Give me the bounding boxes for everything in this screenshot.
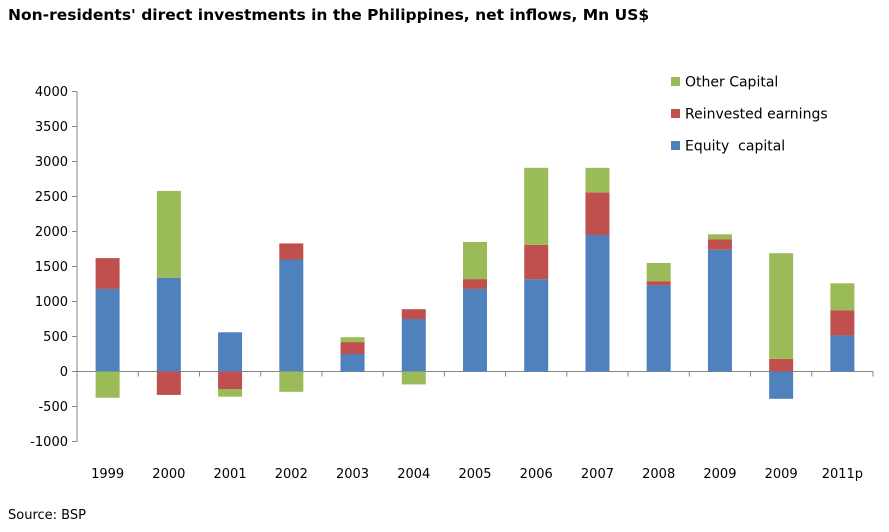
y-tick-label: 1000 (35, 295, 68, 310)
bar-other-capital (769, 253, 794, 359)
bar-equity-capital (585, 235, 610, 372)
y-tick-label: 3000 (35, 155, 68, 170)
bar-reinvested-earnings (95, 258, 120, 289)
bar-other-capital (646, 263, 671, 282)
legend-label: Other Capital (685, 75, 778, 91)
bar-equity-capital (218, 332, 243, 372)
bar-equity-capital (95, 288, 120, 372)
bar-other-capital (463, 242, 487, 280)
y-tick-label: -500 (38, 400, 68, 415)
bar-other-capital (707, 234, 732, 240)
bar-reinvested-earnings (463, 279, 487, 289)
source-note: Source: BSP (8, 508, 86, 523)
bar-other-capital (95, 371, 120, 398)
bar-other-capital (156, 190, 181, 278)
bar-equity-capital (279, 259, 304, 372)
x-tick-label: 2005 (458, 467, 491, 482)
bar-reinvested-earnings (279, 243, 304, 260)
legend-swatch (671, 77, 680, 86)
bar-equity-capital (769, 371, 794, 399)
bar-reinvested-earnings (401, 309, 426, 319)
y-tick-label: -1000 (30, 435, 68, 450)
x-tick-label: 2003 (336, 467, 369, 482)
bar-other-capital (218, 389, 243, 397)
x-tick-label: 2000 (152, 467, 185, 482)
bar-reinvested-earnings (830, 310, 855, 336)
bar-reinvested-earnings (769, 358, 794, 372)
y-tick-label: 2000 (35, 225, 68, 240)
bar-other-capital (830, 283, 855, 311)
x-tick-label: 1999 (91, 467, 124, 482)
x-tick-label: 2009 (703, 467, 736, 482)
x-tick-label: 2008 (642, 467, 675, 482)
bar-equity-capital (707, 249, 732, 372)
x-tick-label: 2004 (397, 467, 430, 482)
bar-equity-capital (156, 277, 181, 372)
bar-other-capital (401, 371, 426, 385)
x-tick-label: 2011p (822, 467, 863, 482)
x-tick-label: 2001 (214, 467, 247, 482)
y-tick-label: 4000 (35, 85, 68, 100)
bar-equity-capital (463, 288, 487, 372)
bar-other-capital (279, 371, 304, 392)
bar-reinvested-earnings (646, 281, 671, 286)
bar-equity-capital (340, 354, 365, 372)
bar-reinvested-earnings (218, 371, 243, 389)
y-tick-label: 1500 (35, 260, 68, 275)
x-tick-label: 2009 (765, 467, 798, 482)
x-tick-label: 2002 (275, 467, 308, 482)
bar-other-capital (585, 167, 610, 193)
bar-reinvested-earnings (707, 239, 732, 250)
bar-reinvested-earnings (585, 192, 610, 235)
legend-swatch (671, 141, 680, 150)
legend-label: Reinvested earnings (685, 107, 828, 123)
bar-equity-capital (401, 319, 426, 372)
bar-other-capital (340, 337, 365, 343)
y-tick-label: 0 (60, 365, 68, 380)
y-tick-label: 500 (43, 330, 68, 345)
bar-equity-capital (646, 285, 671, 372)
x-tick-label: 2007 (581, 467, 614, 482)
bar-reinvested-earnings (524, 244, 549, 280)
bar-equity-capital (830, 335, 855, 372)
bar-reinvested-earnings (340, 342, 365, 354)
bar-other-capital (524, 167, 549, 245)
x-tick-label: 2006 (520, 467, 553, 482)
y-tick-label: 3500 (35, 120, 68, 135)
legend-label: Equity capital (685, 139, 785, 155)
bar-reinvested-earnings (156, 371, 181, 395)
y-tick-label: 2500 (35, 190, 68, 205)
bar-equity-capital (524, 279, 549, 372)
legend-swatch (671, 109, 680, 118)
chart-title: Non-residents' direct investments in the… (8, 6, 650, 24)
